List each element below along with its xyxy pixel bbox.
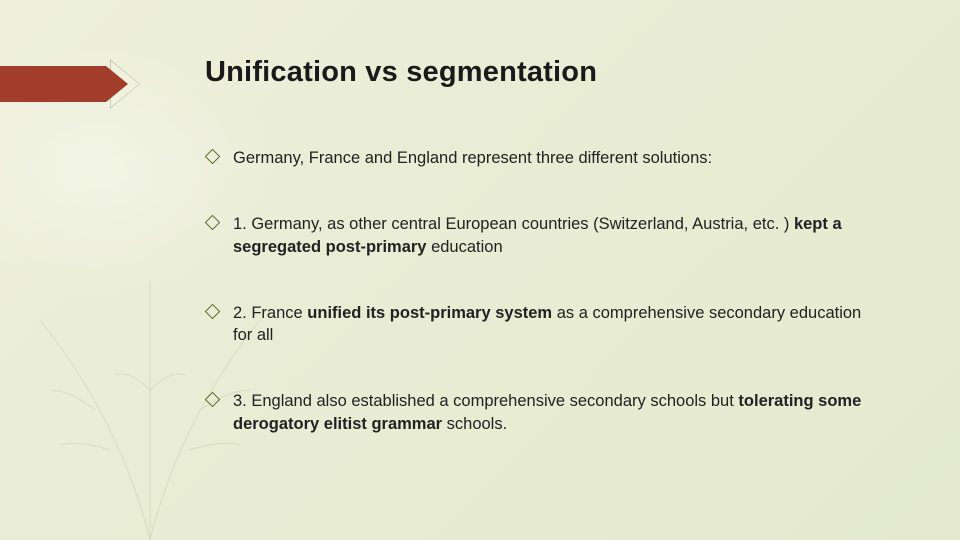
diamond-bullet-icon	[205, 149, 221, 165]
title-arrow-accent	[0, 66, 128, 102]
bullet-text: Germany, France and England represent th…	[233, 149, 712, 167]
diamond-bullet-icon	[205, 304, 221, 320]
bullet-text: 3. England also established a comprehens…	[233, 392, 861, 432]
bullet-item: 3. England also established a comprehens…	[205, 390, 865, 435]
slide-content: Unification vs segmentation Germany, Fra…	[205, 56, 865, 435]
diamond-bullet-icon	[205, 392, 221, 408]
slide-title: Unification vs segmentation	[205, 56, 865, 89]
bullet-item: 1. Germany, as other central European co…	[205, 213, 865, 258]
bullet-item: Germany, France and England represent th…	[205, 147, 865, 169]
bullet-text: 2. France unified its post-primary syste…	[233, 304, 861, 344]
diamond-bullet-icon	[205, 215, 221, 231]
bullet-list: Germany, France and England represent th…	[205, 147, 865, 435]
bullet-item: 2. France unified its post-primary syste…	[205, 302, 865, 347]
bullet-text: 1. Germany, as other central European co…	[233, 215, 842, 255]
